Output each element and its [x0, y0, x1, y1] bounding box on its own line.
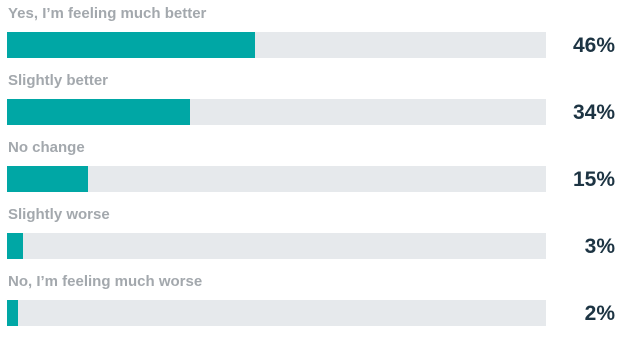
- bar-category-label: Yes, I’m feeling much better: [8, 5, 207, 22]
- bar-value-label: 3%: [584, 235, 615, 258]
- bar-value-label: 46%: [572, 34, 615, 57]
- bar-category-label: Slightly worse: [8, 206, 110, 223]
- bar-fill: [7, 300, 18, 326]
- bar-category-label: Slightly better: [8, 72, 109, 89]
- bar-fill: [7, 99, 190, 125]
- bar-value-label: 2%: [584, 302, 615, 325]
- bar-row: No change 15%: [0, 139, 621, 205]
- bar-value-label: 34%: [572, 101, 615, 124]
- bar-row: Yes, I’m feeling much better 46%: [0, 5, 621, 71]
- bar-row: Slightly worse 3%: [0, 206, 621, 272]
- bar-row: Slightly better 34%: [0, 72, 621, 138]
- bar-track: [7, 99, 546, 125]
- horizontal-bar-chart: Yes, I’m feeling much better 46% Slightly …: [0, 5, 621, 326]
- bar-track: [7, 233, 546, 259]
- bar-track: [7, 300, 546, 326]
- bar-fill: [7, 166, 88, 192]
- bar-fill: [7, 233, 23, 259]
- bar-category-label: No, I’m feeling much worse: [8, 273, 203, 290]
- bar-category-label: No change: [8, 139, 85, 156]
- bar-fill: [7, 32, 255, 58]
- bar-row: No, I’m feeling much worse 2%: [0, 273, 621, 339]
- bar-value-label: 15%: [572, 168, 615, 191]
- bar-track: [7, 166, 546, 192]
- bar-track: [7, 32, 546, 58]
